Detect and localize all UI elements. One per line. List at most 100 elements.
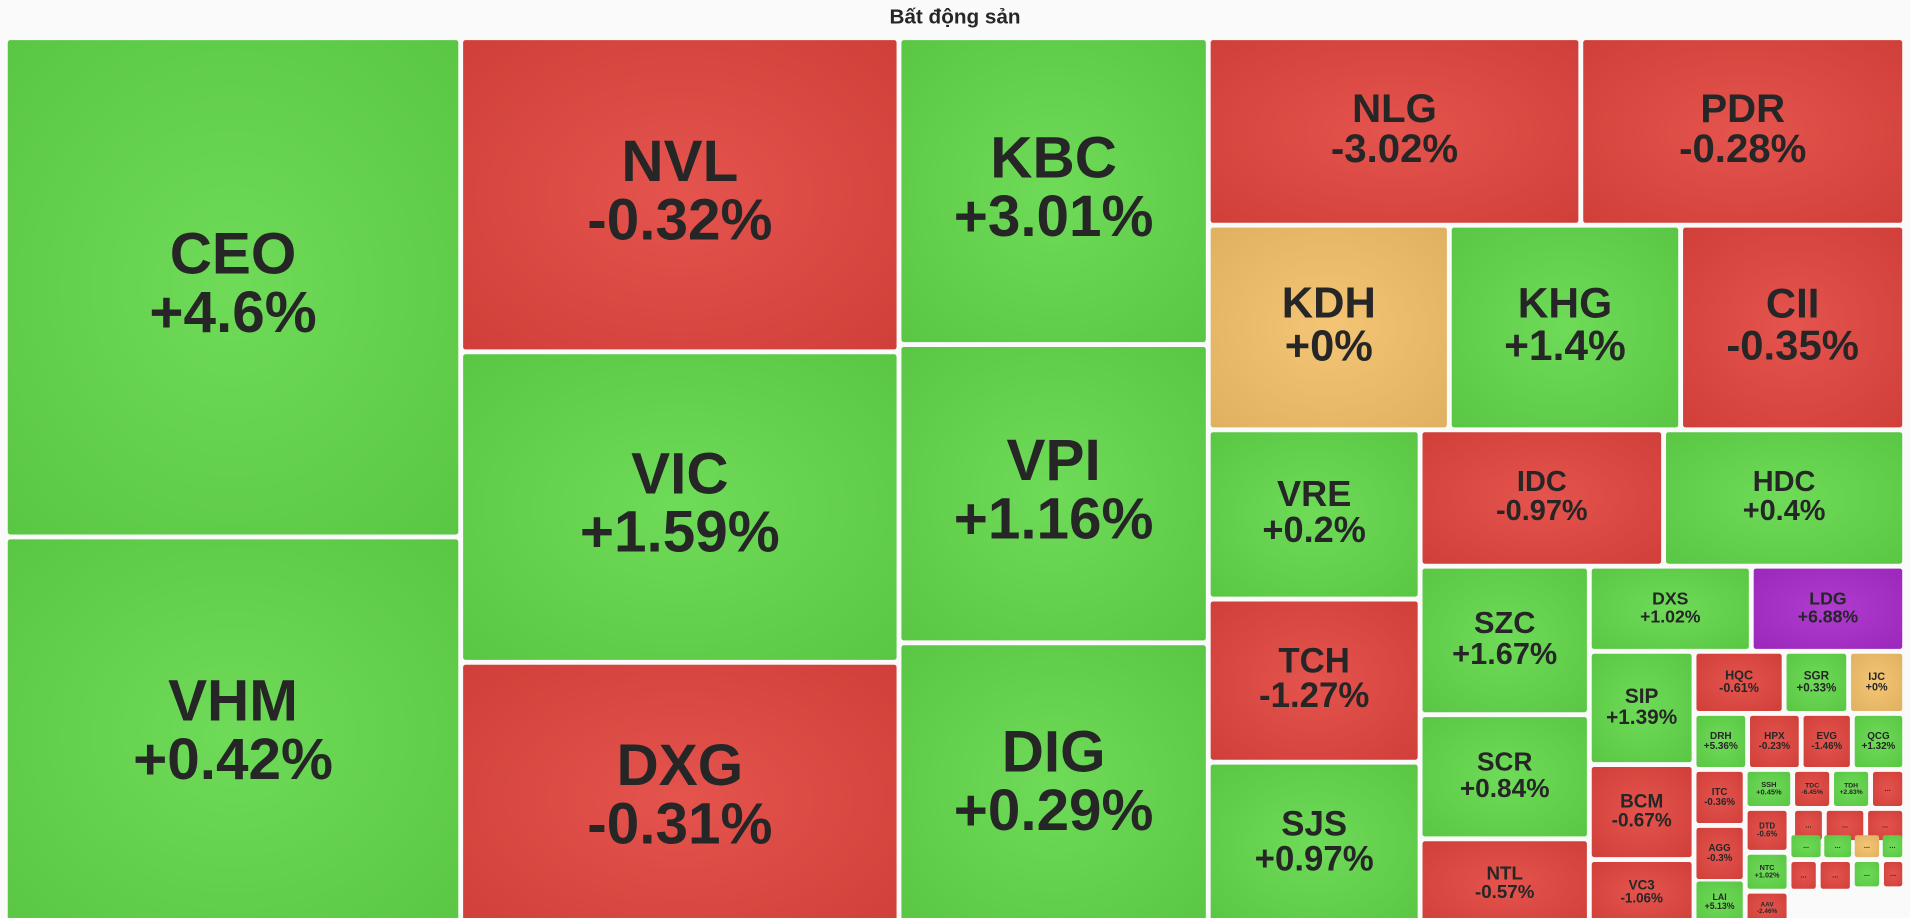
ticker: ... [1805,820,1811,829]
ticker: SSH [1761,780,1776,789]
change: +1.02% [1640,606,1701,626]
ticker: SIP [1625,685,1659,708]
ticker: ... [1890,869,1896,878]
ticker: SGR [1804,670,1830,683]
ticker: DTD [1759,822,1775,831]
tile-shade [1820,861,1850,889]
tile-shade [1422,841,1587,918]
change: -0.36% [1704,797,1735,808]
change: -6.45% [1801,789,1823,796]
ticker: AGG [1709,843,1731,854]
change: +4.6% [149,280,316,345]
ticker: CII [1766,280,1819,327]
ticker: DXG [617,733,744,798]
tile-shade [7,40,459,535]
tile-shade [463,354,897,660]
tile-shade [1210,764,1418,918]
change: -0.97% [1496,495,1588,527]
change: +2.83% [1839,789,1862,796]
change: +0.45% [1756,788,1782,797]
change: +0.97% [1255,839,1374,878]
change: -0.32% [587,187,772,252]
tile-shade [1803,715,1850,768]
ticker: DIG [1002,720,1106,785]
tile-shade [1696,715,1746,768]
change: +0.84% [1460,773,1550,803]
tile-shade [1696,827,1743,880]
tile-shade [1696,771,1743,824]
change: -0.3% [1707,853,1733,864]
tile-shade [1422,717,1587,837]
tile-shade [463,40,897,350]
change: -0.57% [1475,881,1535,902]
tile-shade [1791,861,1816,889]
ticker: VRE [1277,473,1351,514]
ticker: NLG [1352,86,1437,131]
tile-shade [1451,227,1679,428]
change: -3.02% [1331,126,1458,171]
ticker: EVG [1816,731,1837,742]
ticker: ... [1885,784,1891,793]
change: +1.16% [954,486,1154,551]
ticker: ... [1889,841,1895,850]
ticker: HQC [1725,668,1753,682]
change: +5.36% [1704,741,1738,752]
ticker: TDH [1844,782,1858,789]
ticker: ... [1864,869,1870,878]
tile-shade [1210,432,1418,597]
tile-shade [1666,432,1903,564]
change: +0.4% [1743,495,1826,527]
change: +1.39% [1606,706,1677,729]
ticker: ... [1842,820,1848,829]
tile-shade [1210,227,1447,428]
ticker: AAV [1761,902,1775,909]
tile-shade [1851,653,1903,712]
tile-shade [1696,881,1743,918]
change: -2.46% [1757,908,1778,915]
ticker: NTL [1486,862,1522,883]
tile-shade [1854,715,1903,768]
ticker: BCM [1620,792,1663,813]
ticker: LDG [1809,589,1846,609]
ticker: KDH [1282,279,1376,327]
ticker: TCH [1278,641,1350,680]
tile-shade [1826,810,1864,841]
tile-shade [1791,835,1821,858]
change: +3.01% [954,184,1154,249]
tile-shade [1210,601,1418,760]
ticker: CEO [170,222,297,287]
tile-shade [1868,810,1903,841]
change: -0.23% [1759,741,1791,752]
ticker: ... [1835,841,1841,850]
change: -0.6% [1757,829,1777,838]
ticker: HPX [1764,731,1785,742]
tile-shade [1795,810,1822,841]
tile-shade [1591,568,1749,649]
change: +1.4% [1504,323,1626,370]
tile-shade [1883,861,1903,887]
change: +5.13% [1705,901,1735,911]
change: +0.2% [1262,509,1365,550]
tile-shade [1786,653,1847,712]
tile-shade [1683,227,1903,428]
tile-shade [1753,568,1903,649]
tile-shade [901,40,1206,343]
change: +0% [1866,682,1888,694]
tile-shade [1795,771,1830,806]
tile-shade [1873,771,1903,806]
tile-shade [1834,771,1869,806]
change: +0.29% [954,778,1154,843]
change: +6.88% [1798,606,1859,626]
tile-shade [7,539,459,918]
change: +1.02% [1755,870,1780,879]
tile-shade [1591,767,1692,858]
ticker: ... [1801,870,1807,879]
ticker: SZC [1474,605,1535,640]
tile-shade [1854,835,1880,858]
ticker: PDR [1700,86,1785,131]
ticker: ... [1864,841,1870,850]
change: +1.59% [580,500,780,565]
tile-shade [1583,40,1903,223]
tile-shade [1747,771,1791,806]
